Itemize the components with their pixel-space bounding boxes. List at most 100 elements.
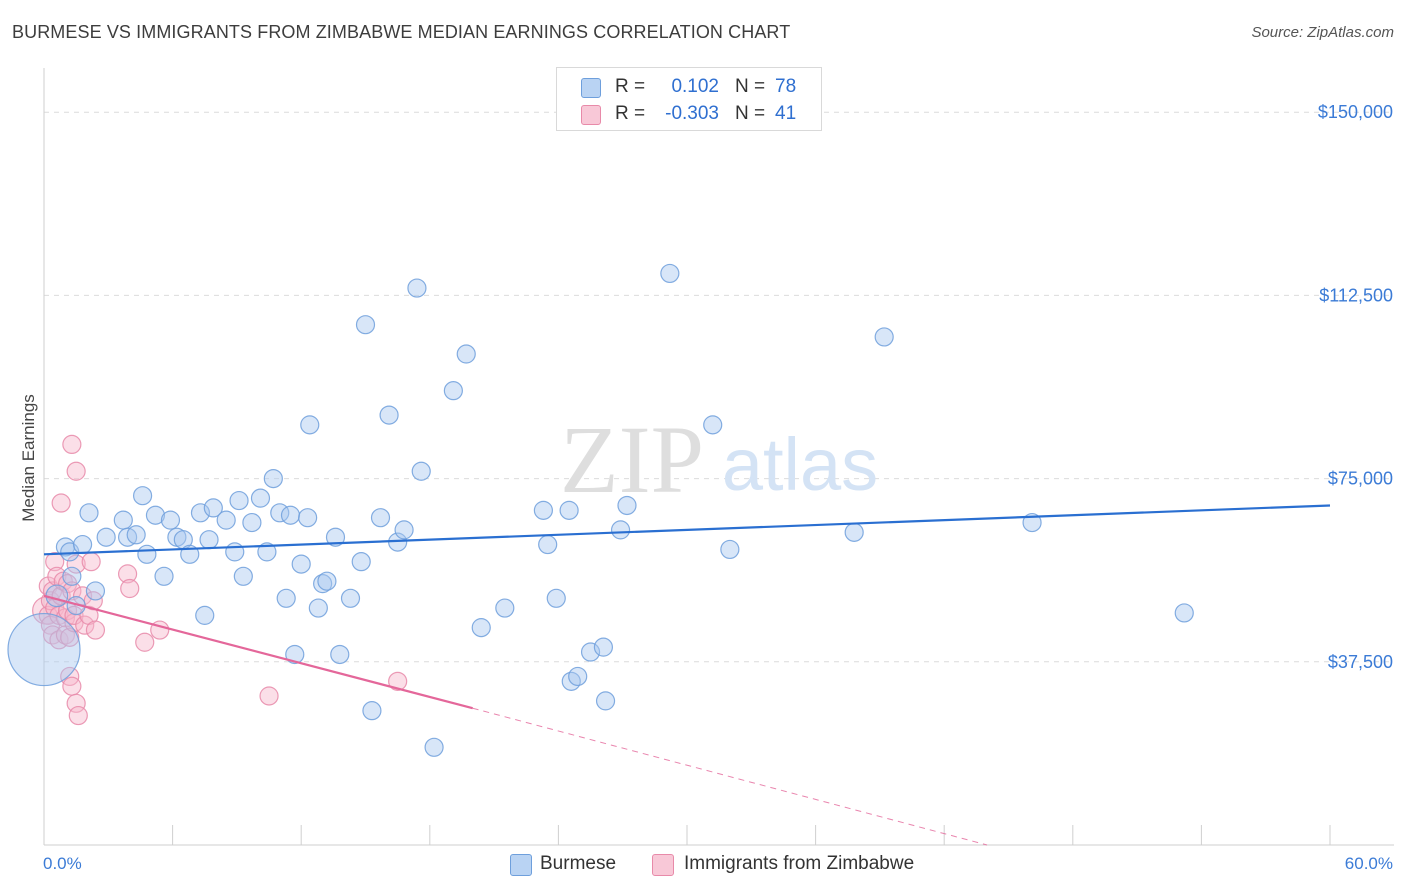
legend-n-value: 78 — [775, 76, 797, 97]
burmese-point — [62, 566, 82, 586]
burmese-point — [703, 415, 723, 435]
zimbabwe-point — [45, 552, 65, 572]
burmese-point — [7, 612, 81, 687]
legend-row-zimbabwe: R = -0.303 N = 41 — [557, 101, 821, 129]
burmese-point — [362, 701, 382, 721]
burmese-point — [407, 278, 427, 298]
burmese-point — [720, 539, 740, 560]
legend-n-label: N = — [735, 76, 766, 97]
burmese-point — [617, 495, 637, 516]
burmese-point — [250, 488, 271, 508]
burmese-point — [276, 588, 296, 608]
burmese-point — [595, 691, 616, 711]
zimbabwe-point — [66, 554, 86, 574]
legend-r-label: R = — [615, 103, 646, 124]
burmese-point — [300, 415, 320, 435]
burmese-point — [85, 581, 106, 601]
burmese-point — [285, 644, 305, 665]
burmese-point — [1174, 603, 1194, 623]
burmese-point — [216, 510, 236, 530]
burmese-point — [593, 637, 614, 657]
series-label-zimbabwe: Immigrants from Zimbabwe — [684, 853, 915, 874]
legend-n-value: 41 — [775, 103, 797, 124]
burmese-point — [257, 542, 277, 562]
burmese-point — [233, 566, 253, 586]
burmese-point — [298, 508, 318, 528]
grid-lines — [44, 111, 1394, 663]
legend-r-value: -0.303 — [665, 103, 719, 124]
series-swatch-burmese — [510, 854, 532, 876]
burmese-point — [538, 534, 558, 555]
burmese-point — [495, 598, 515, 618]
zimbabwe-point — [75, 615, 95, 635]
burmese-trend-line — [43, 504, 1331, 556]
burmese-point — [195, 605, 215, 625]
burmese-point — [546, 588, 566, 608]
burmese-point — [351, 552, 371, 572]
burmese-point — [325, 527, 346, 547]
burmese-point — [559, 500, 579, 520]
legend-r-label: R = — [615, 76, 646, 97]
zimbabwe-point — [68, 705, 88, 726]
burmese-point — [160, 510, 181, 530]
burmese-point — [308, 598, 328, 618]
watermark: ZIP atlas — [560, 406, 878, 513]
burmese-point — [1022, 512, 1042, 533]
burmese-points — [7, 263, 1194, 757]
zimbabwe-trend-extension — [472, 707, 988, 846]
burmese-point — [199, 530, 219, 550]
zimbabwe-point — [117, 564, 138, 584]
legend-row-burmese: R = 0.102 N = 78 — [557, 74, 821, 102]
zimbabwe-trend-line — [43, 594, 473, 710]
trend-lines — [43, 504, 1331, 846]
burmese-point — [137, 544, 157, 564]
zimbabwe-point — [135, 632, 155, 652]
stats-legend: R = 0.102 N = 78 R = -0.303 N = 41 — [556, 67, 822, 131]
watermark-atlas: atlas — [722, 423, 878, 506]
burmese-point — [96, 527, 116, 547]
series-label-burmese: Burmese — [540, 853, 617, 874]
burmese-point — [317, 571, 337, 591]
burmese-point — [411, 461, 431, 481]
zimbabwe-point — [85, 620, 106, 640]
zimbabwe-point — [259, 686, 279, 706]
burmese-point — [340, 588, 361, 608]
zimbabwe-point — [388, 671, 408, 691]
burmese-point — [610, 520, 631, 540]
burmese-point — [443, 381, 463, 401]
zimbabwe-point — [51, 493, 71, 513]
watermark-zip: ZIP — [560, 406, 704, 513]
legend-swatch-zimbabwe — [581, 105, 601, 125]
burmese-point — [471, 618, 491, 638]
burmese-point — [145, 505, 166, 525]
series-swatch-zimbabwe — [652, 854, 674, 876]
burmese-point — [844, 522, 864, 542]
chart-title: BURMESE VS IMMIGRANTS FROM ZIMBABWE MEDI… — [12, 22, 791, 42]
burmese-point — [280, 505, 301, 525]
burmese-point — [203, 498, 223, 518]
burmese-point — [874, 327, 894, 347]
burmese-point — [126, 525, 146, 545]
x-tick-label-min: 0.0% — [43, 854, 82, 873]
burmese-point — [72, 534, 93, 555]
burmese-point — [379, 405, 399, 425]
burmese-point — [113, 510, 133, 530]
burmese-point — [660, 263, 680, 284]
burmese-point — [370, 508, 391, 528]
zimbabwe-point — [120, 578, 140, 599]
legend-n-label: N = — [735, 103, 766, 124]
burmese-point — [242, 512, 262, 533]
burmese-point — [456, 344, 476, 364]
burmese-point — [580, 642, 601, 662]
zimbabwe-point — [62, 434, 82, 455]
burmese-point — [225, 542, 245, 562]
burmese-point — [355, 315, 376, 335]
burmese-point — [45, 584, 69, 608]
y-tick-label: $150,000 — [1318, 102, 1393, 122]
y-tick-labels: $37,500 $75,000 $112,500 $150,000 — [1318, 102, 1393, 672]
burmese-point — [132, 486, 153, 506]
x-tick-label-max: 60.0% — [1345, 854, 1393, 873]
burmese-point — [79, 503, 99, 523]
burmese-point — [190, 503, 211, 523]
